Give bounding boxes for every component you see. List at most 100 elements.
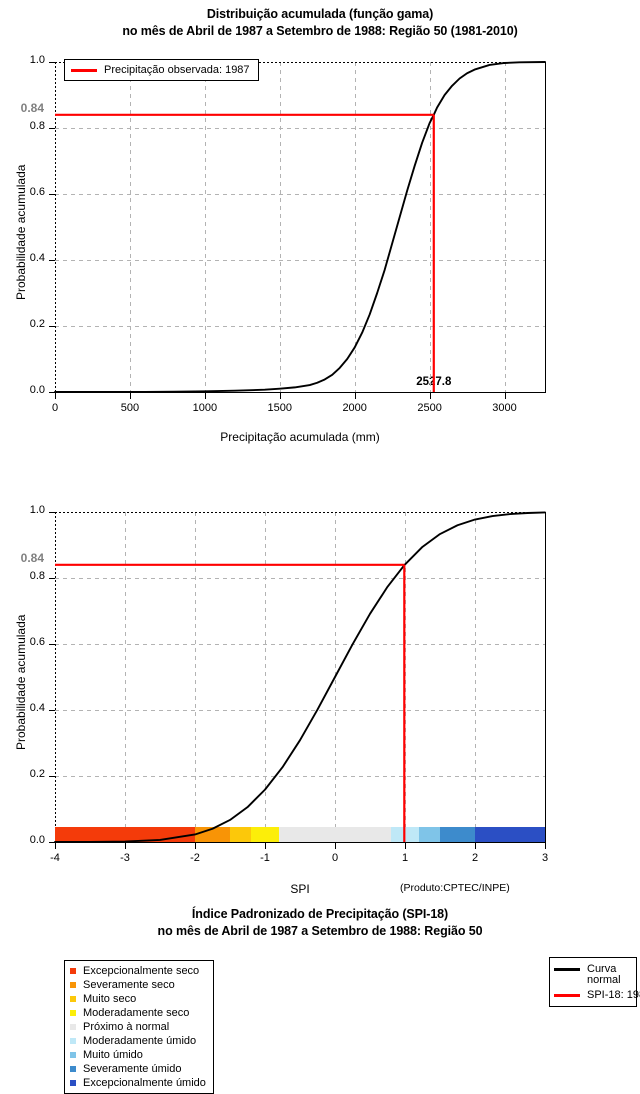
y-tick-mark: [49, 194, 55, 195]
colorbar-segment-3: [251, 827, 279, 842]
legend-color-swatch: [70, 1066, 76, 1072]
panel-border-bottom: [55, 392, 546, 393]
legend-color-swatch: [70, 982, 76, 988]
gridline-vertical: [125, 512, 126, 842]
spi-colorbar: [55, 827, 545, 842]
panel-border-top: [55, 62, 545, 63]
chart-top-title-line2: no mês de Abril de 1987 a Setembro de 19…: [122, 24, 518, 38]
legend-item-label: Severamente seco: [83, 979, 175, 991]
x-tick-mark: [405, 843, 406, 849]
x-tick-label: 2: [471, 852, 479, 864]
gridline-vertical: [405, 512, 406, 842]
legend-top[interactable]: Precipitação observada: 1987: [64, 59, 259, 81]
highlight-y-label-bottom: 0.84: [20, 550, 44, 565]
curve-layer: [54, 61, 546, 393]
x-tick-label: -3: [120, 852, 130, 864]
legend-item-category-3: Moderadamente seco: [70, 1006, 206, 1020]
colorbar-segment-7: [440, 827, 475, 842]
y-tick-label: 0.8: [29, 570, 45, 582]
colorbar-segment-6: [419, 827, 440, 842]
y-tick-label: 0.4: [29, 252, 45, 264]
y-tick-label: 1.0: [29, 54, 45, 66]
legend-line-swatch: [71, 68, 97, 72]
x-tick-mark: [475, 843, 476, 849]
gridline-horizontal: [55, 776, 545, 777]
legend-color-swatch: [70, 1010, 76, 1016]
y-tick-mark: [49, 644, 55, 645]
panel-border-top: [55, 512, 545, 513]
gridline-horizontal: [55, 644, 545, 645]
legend-item-label: SPI-18: 1987: [587, 989, 640, 1001]
x-tick-mark: [55, 843, 56, 849]
legend-item-label: Muito úmido: [83, 1049, 143, 1061]
cumulative-curve: [54, 511, 546, 843]
y-tick-mark: [49, 578, 55, 579]
y-tick-label: 0.0: [29, 834, 45, 846]
x-tick-mark: [129, 393, 131, 399]
x-tick-mark: [265, 843, 266, 849]
legend-item-label: Excepcionalmente úmido: [83, 1077, 206, 1089]
y-tick-mark: [49, 62, 55, 63]
x-tick-label: 3: [541, 852, 549, 864]
x-tick-label: -2: [190, 852, 200, 864]
legend-item-label: Severamente úmido: [83, 1063, 182, 1075]
legend-color-swatch: [70, 996, 76, 1002]
panel-border-left: [55, 62, 56, 392]
x-tick-mark: [354, 393, 356, 399]
highlight-y-label-top: 0.84: [20, 100, 44, 115]
panel-border-right: [545, 62, 546, 393]
gridline-horizontal: [55, 710, 545, 711]
x-tick-label: 1: [401, 852, 409, 864]
gridline-vertical: [204, 62, 206, 392]
legend-color-swatch: [70, 1080, 76, 1086]
y-tick-label: 1.0: [29, 504, 45, 516]
x-tick-mark: [429, 393, 431, 399]
y-tick-mark: [49, 776, 55, 777]
curve-layer: [54, 511, 546, 843]
y-tick-mark: [49, 392, 55, 393]
cumulative-curve: [54, 61, 546, 393]
gridline-vertical: [129, 62, 131, 392]
x-tick-label: 2500: [417, 402, 442, 414]
legend-item-label: Moderadamente seco: [83, 1007, 190, 1019]
x-tick-label: 1000: [192, 402, 218, 414]
x-tick-label: 2000: [342, 402, 367, 414]
x-tick-mark: [204, 393, 206, 399]
gridline-vertical: [429, 62, 431, 392]
x-tick-mark: [335, 843, 336, 849]
legend-item-label: Muito seco: [83, 993, 137, 1005]
chart-bottom-title-line1: Índice Padronizado de Precipitação (SPI-…: [191, 907, 449, 921]
legend-item-category-0: Excepcionalmente seco: [70, 964, 206, 978]
legend-line-swatch: [554, 993, 580, 997]
y-tick-label: 0.8: [29, 120, 45, 132]
gridline-vertical: [195, 512, 196, 842]
y-tick-label: 0.2: [29, 768, 45, 780]
legend-item-category-7: Severamente úmido: [70, 1062, 206, 1076]
gridline-horizontal: [55, 194, 545, 195]
y-tick-label: 0.0: [29, 384, 45, 396]
legend-item-label: Precipitação observada: 1987: [104, 64, 250, 76]
chart-cumulative-gamma: Distribuição acumulada (função gama) no …: [0, 0, 640, 450]
y-tick-mark: [49, 512, 55, 513]
gridline-vertical: [504, 62, 506, 392]
panel-border-right: [545, 512, 546, 843]
legend-color-swatch: [70, 1052, 76, 1058]
x-tick-mark: [195, 843, 196, 849]
legend-item-label: Moderadamente úmido: [83, 1035, 197, 1047]
chart-top-title-line1: Distribuição acumulada (função gama): [206, 7, 434, 21]
x-tick-label: 0: [51, 402, 59, 414]
legend-item-category-4: Próximo à normal: [70, 1020, 206, 1034]
gridline-horizontal: [55, 128, 545, 129]
gridline-horizontal: [55, 326, 545, 327]
y-tick-mark: [49, 842, 55, 843]
legend-item-label: Excepcionalmente seco: [83, 965, 200, 977]
legend-item-curve-normal-line2: normal: [554, 974, 631, 986]
gridline-vertical: [475, 512, 476, 842]
panel-border-left: [55, 512, 56, 842]
chart-bottom-title: Índice Padronizado de Precipitação (SPI-…: [0, 906, 640, 940]
credit-text: (Produto:CPTEC/INPE): [400, 882, 510, 894]
legend-spi-categories[interactable]: Excepcionalmente seco Severamente seco Mui…: [64, 960, 214, 1094]
x-tick-mark: [545, 843, 546, 849]
x-tick-mark: [125, 843, 126, 849]
